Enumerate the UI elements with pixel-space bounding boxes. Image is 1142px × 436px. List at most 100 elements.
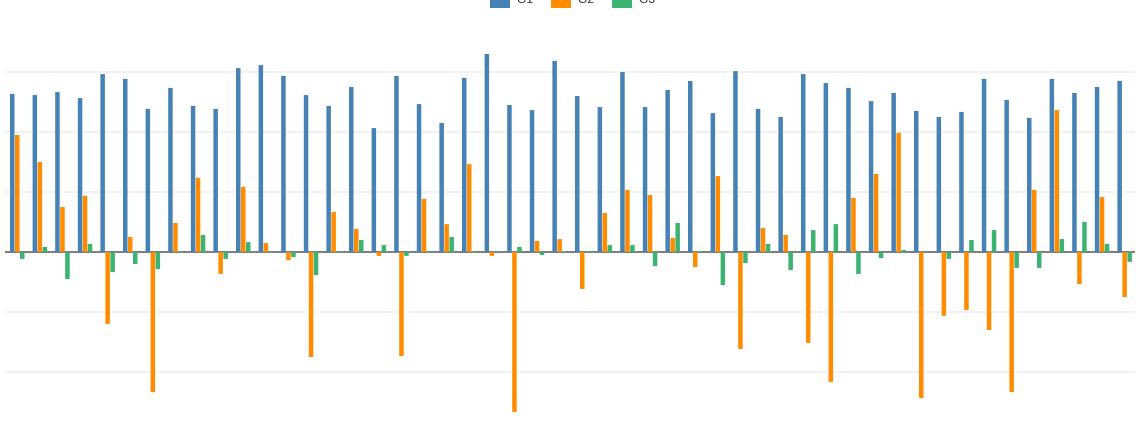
bar — [105, 252, 110, 324]
bar — [675, 222, 680, 252]
bar — [246, 242, 251, 252]
bar — [110, 252, 115, 273]
bar — [489, 252, 495, 256]
bar — [200, 234, 206, 252]
bar — [190, 105, 196, 253]
bar — [1014, 252, 1019, 268]
bar — [145, 108, 151, 253]
bar — [760, 228, 766, 252]
bar — [168, 87, 173, 253]
bar — [529, 110, 535, 252]
bar — [743, 252, 748, 264]
bar — [891, 93, 896, 252]
bar — [688, 81, 693, 252]
bar — [258, 65, 264, 252]
bar — [303, 95, 309, 252]
bar — [223, 252, 228, 259]
bar — [213, 108, 218, 253]
bar — [291, 252, 296, 258]
bar — [969, 240, 974, 252]
bar — [1059, 239, 1065, 252]
bar — [1094, 87, 1100, 252]
bar — [620, 72, 625, 252]
bar — [484, 54, 490, 252]
bar — [652, 252, 658, 267]
bar — [426, 252, 432, 253]
bar — [846, 87, 851, 253]
bar — [399, 252, 404, 357]
bar — [873, 174, 879, 252]
bar — [991, 230, 997, 252]
bar — [421, 198, 427, 252]
bar — [512, 252, 517, 412]
legend-label: G1 — [517, 0, 533, 6]
bar — [936, 117, 942, 252]
bar — [1122, 252, 1127, 297]
bar — [381, 245, 387, 252]
bar — [173, 222, 178, 252]
bar — [37, 162, 43, 252]
bar — [964, 252, 969, 310]
bar — [924, 251, 929, 252]
bar — [575, 96, 580, 252]
bar — [856, 252, 861, 274]
bar — [914, 111, 919, 252]
bar — [1009, 252, 1014, 393]
bar — [868, 101, 874, 252]
bar — [517, 246, 522, 252]
bar — [100, 74, 105, 252]
bar — [901, 249, 906, 252]
bar — [32, 95, 38, 252]
bar — [472, 252, 477, 253]
bar — [946, 252, 952, 259]
bar — [801, 74, 806, 252]
bar — [308, 252, 314, 357]
bar — [811, 230, 816, 252]
bar — [42, 246, 48, 252]
bar — [1004, 99, 1009, 253]
bar — [449, 237, 454, 252]
bar — [720, 252, 726, 285]
bar — [123, 78, 128, 253]
bar — [833, 224, 839, 252]
bar — [1072, 93, 1077, 252]
bar — [404, 252, 409, 256]
bar — [778, 117, 783, 252]
bar — [788, 252, 793, 270]
bar — [585, 251, 590, 252]
bar — [1077, 252, 1082, 285]
bar — [150, 252, 156, 393]
bar — [806, 252, 811, 343]
bar — [557, 239, 562, 252]
bar — [828, 252, 834, 382]
bar — [60, 207, 65, 252]
legend-swatch — [551, 0, 572, 8]
bar — [263, 243, 269, 252]
bar — [494, 251, 500, 252]
bar — [55, 92, 60, 252]
bar — [281, 75, 286, 253]
bar — [241, 186, 246, 252]
bar — [133, 252, 138, 264]
bar — [1049, 78, 1055, 253]
bar — [630, 245, 635, 252]
bar — [178, 251, 183, 252]
bar — [602, 213, 608, 252]
bar — [733, 71, 738, 252]
bar — [376, 252, 382, 256]
bar — [665, 90, 670, 252]
bar — [462, 78, 467, 252]
bar — [981, 78, 987, 253]
bar — [444, 224, 449, 252]
bar — [562, 251, 567, 252]
bar — [416, 104, 422, 252]
bar — [15, 135, 20, 252]
bar — [10, 93, 15, 253]
bar — [941, 252, 947, 316]
bar — [783, 234, 788, 252]
bar — [1117, 81, 1122, 252]
legend-swatch — [612, 0, 633, 8]
bar — [349, 87, 354, 252]
bar — [77, 98, 83, 252]
